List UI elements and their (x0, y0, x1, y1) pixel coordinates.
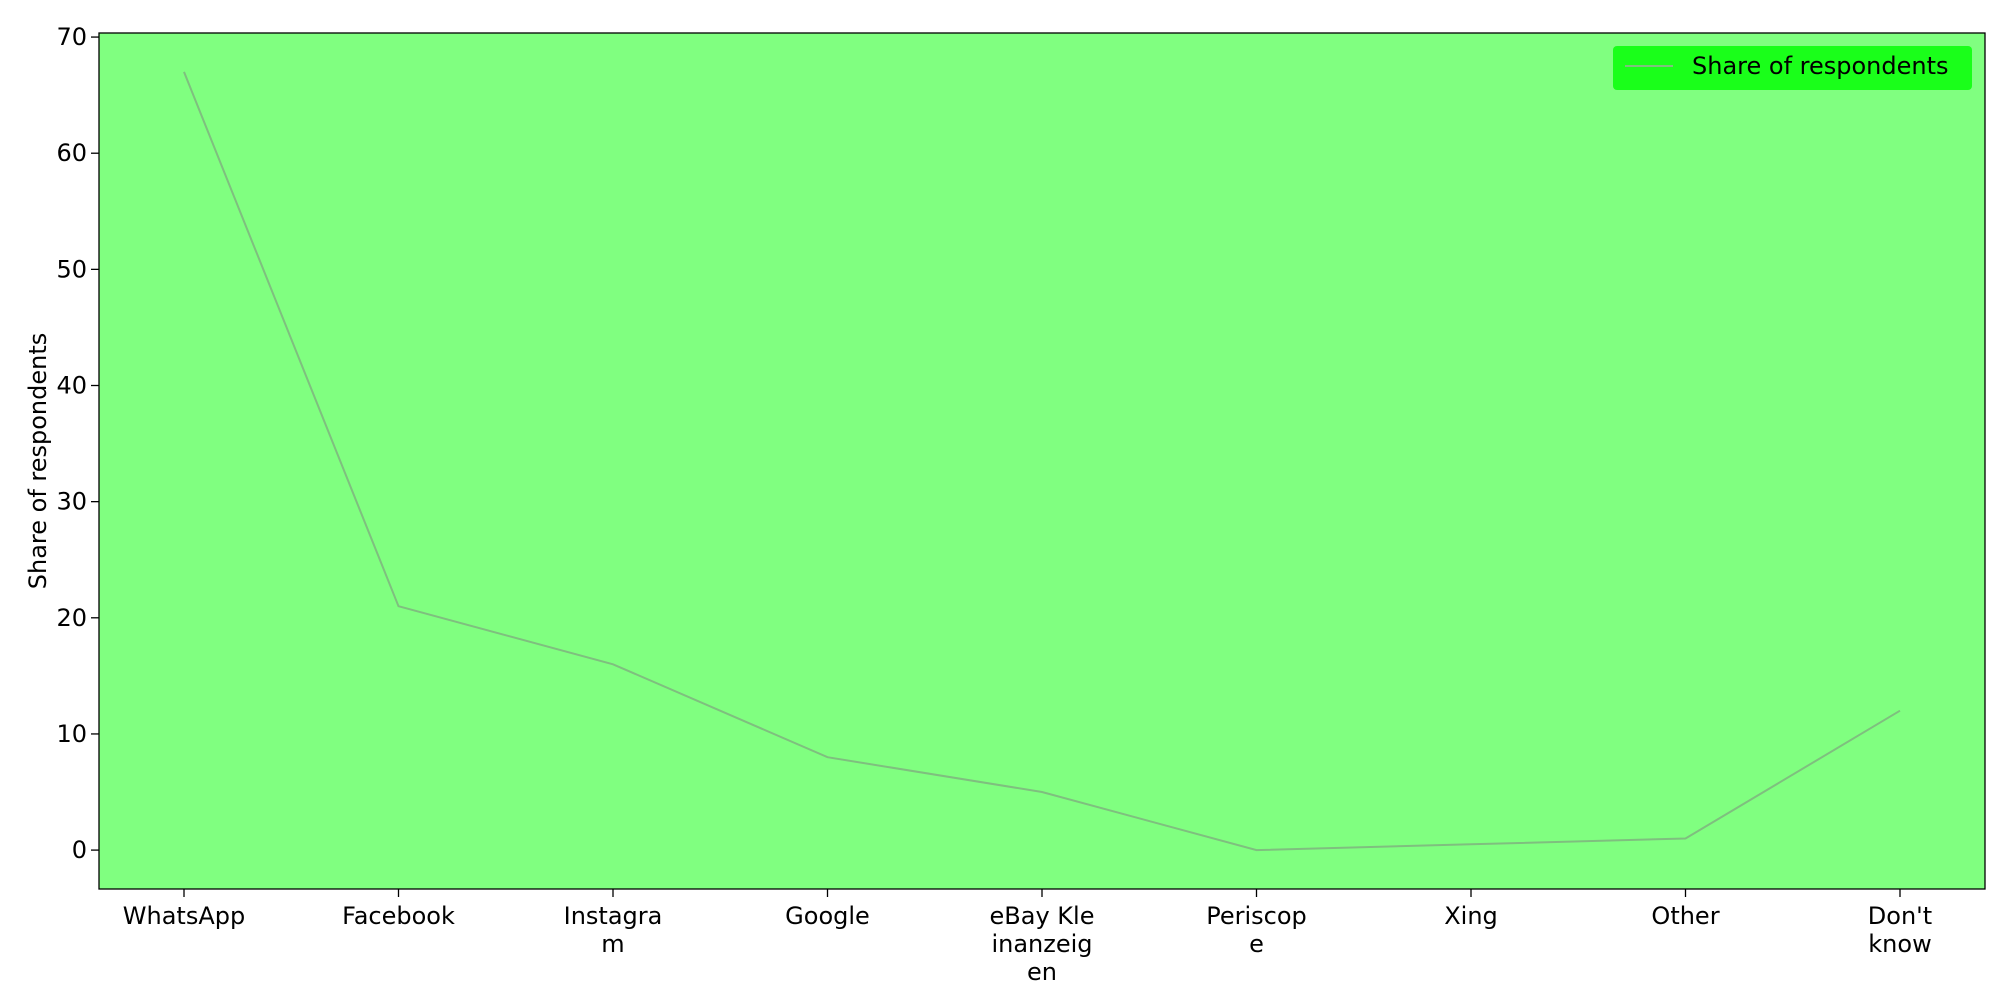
series-layer (183, 71, 1901, 852)
y-tick-label: 30 (56, 488, 87, 516)
y-tick-label: 20 (56, 604, 87, 632)
series-line-share-of-respondents (183, 71, 1901, 852)
y-tick-label: 10 (56, 720, 87, 748)
x-tick-label: Facebook (342, 902, 455, 930)
x-axis-ticks: WhatsApp Facebook Instagra m Google eBay Kle i… (123, 889, 1932, 986)
legend: Share of respondents (1613, 46, 1972, 90)
x-tick-label: Periscop e (1206, 902, 1307, 958)
x-tick-label: Don't know (1868, 902, 1932, 958)
y-tick-label: 40 (56, 372, 87, 400)
y-axis-ticks: 0 10 20 30 40 50 60 70 (56, 23, 99, 864)
y-tick-label: 70 (56, 23, 87, 51)
y-tick-label: 50 (56, 255, 87, 283)
y-tick-label: 60 (56, 139, 87, 167)
x-tick-label: Instagra m (564, 902, 663, 958)
y-tick-label: 0 (72, 836, 87, 864)
x-tick-label: Other (1651, 902, 1719, 930)
plot-area (99, 33, 1985, 889)
legend-label: Share of respondents (1692, 52, 1949, 80)
y-axis-label: Share of respondents (24, 333, 52, 590)
x-tick-label: eBay Kle inanzeig en (990, 902, 1095, 986)
x-tick-label: WhatsApp (123, 902, 245, 930)
x-tick-label: Xing (1444, 902, 1498, 930)
legend-box (1613, 46, 1972, 90)
x-tick-label: Google (785, 902, 870, 930)
